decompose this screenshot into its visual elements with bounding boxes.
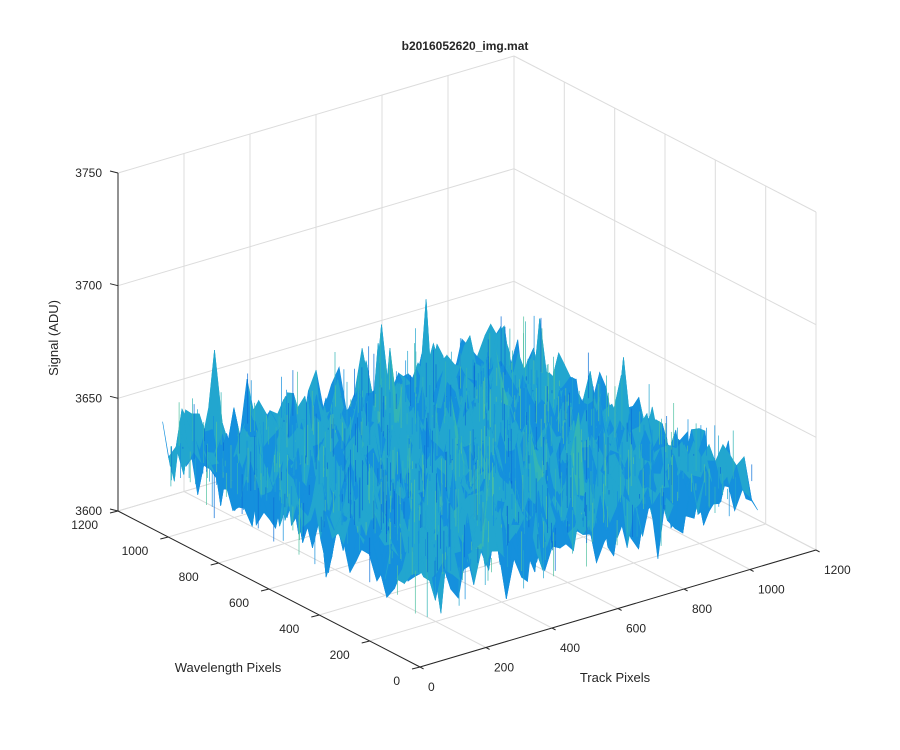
x-tick-label: 0 xyxy=(428,680,435,694)
y-axis-label: Wavelength Pixels xyxy=(175,660,282,675)
x-tick-mark xyxy=(485,647,490,650)
x-tick-label: 1200 xyxy=(824,563,851,577)
x-tick-mark xyxy=(683,588,688,592)
z-tick-mark xyxy=(109,395,119,399)
x-tick-mark xyxy=(419,666,424,670)
x-tick-label: 600 xyxy=(626,622,646,636)
x-tick-mark xyxy=(617,608,622,611)
y-tick-label: 200 xyxy=(330,648,350,662)
tick-labels: 0 200 400 600 800 1000 1200 0 200 400 600 800 1000 12… xyxy=(71,166,851,694)
y-tick-label: 1000 xyxy=(122,544,149,558)
y-tick-mark xyxy=(260,588,270,592)
y-tick-mark xyxy=(160,536,169,540)
grid-line xyxy=(117,168,515,287)
z-tick-mark xyxy=(109,283,119,287)
grid-line xyxy=(117,55,515,174)
x-tick-mark xyxy=(551,627,556,631)
grid-line xyxy=(117,280,515,399)
y-tick-label: 0 xyxy=(393,674,400,688)
x-tick-label: 1000 xyxy=(758,583,785,597)
y-tick-mark xyxy=(311,614,320,618)
z-tick-label: 3750 xyxy=(75,166,102,180)
z-tick-label: 3650 xyxy=(75,391,102,405)
axes-lines xyxy=(109,170,820,670)
x-tick-label: 200 xyxy=(494,661,514,675)
x-tick-label: 400 xyxy=(560,641,580,655)
y-tick-label: 600 xyxy=(229,596,249,610)
y-tick-label: 400 xyxy=(279,622,299,636)
x-tick-mark xyxy=(815,549,820,553)
chart-title: b2016052620_img.mat xyxy=(402,39,529,53)
z-tick-mark xyxy=(109,508,119,512)
y-tick-mark xyxy=(210,562,219,566)
z-tick-label: 3700 xyxy=(75,279,102,293)
grid-line xyxy=(513,168,817,326)
grid-line xyxy=(513,280,817,438)
z-tick-label: 3600 xyxy=(75,504,102,518)
x-tick-label: 800 xyxy=(692,602,712,616)
grid-line xyxy=(513,55,817,213)
x-tick-mark xyxy=(749,569,754,572)
z-tick-mark xyxy=(109,170,119,174)
y-tick-label: 800 xyxy=(179,570,199,584)
y-tick-mark xyxy=(361,640,370,644)
y-tick-mark xyxy=(411,666,421,670)
data-surface xyxy=(162,299,758,618)
x-axis-label: Track Pixels xyxy=(580,670,651,685)
y-tick-mark xyxy=(109,510,119,514)
z-axis-label: Signal (ADU) xyxy=(46,300,61,376)
grid-line xyxy=(369,523,766,642)
y-tick-label: 1200 xyxy=(71,518,98,532)
